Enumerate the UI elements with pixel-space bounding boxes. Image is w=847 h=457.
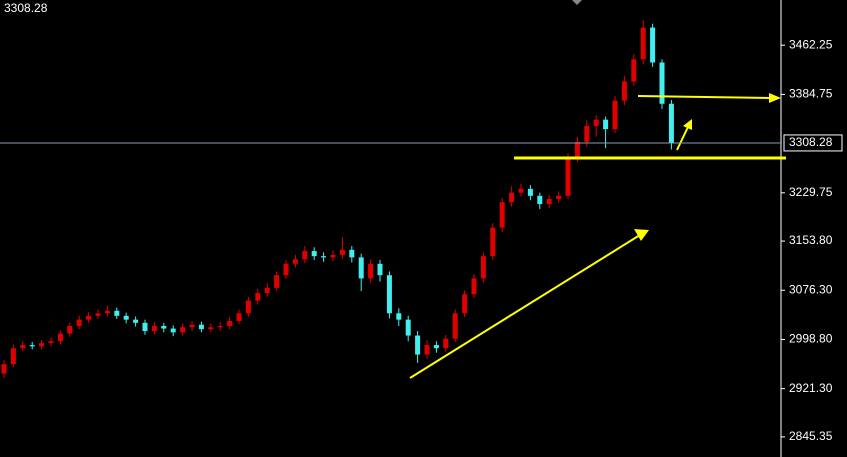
candle-body [396,313,402,320]
y-tick-label: 3229.75 [789,185,833,199]
candle-body [236,313,242,321]
candle-body [86,315,92,320]
y-tick-label: 3076.30 [789,282,833,296]
candle-body [462,294,468,314]
candle-body [180,327,186,333]
candle-body [415,335,421,355]
candle-body [104,310,110,314]
last-price-top: 3308.28 [4,1,48,15]
candle-body [499,202,505,228]
candle-body [274,275,280,288]
candle-body [509,192,515,203]
y-tick-label: 3384.75 [789,87,833,101]
candle-body [283,263,289,276]
candle-body [208,327,214,330]
arrow-head [634,229,649,241]
candle-body [659,62,665,104]
candle-body [123,315,129,320]
candle-body [302,251,308,260]
y-tick-label: 2998.80 [789,332,833,346]
candle-body [621,81,627,101]
candle-body [631,59,637,82]
candle-body [377,263,383,276]
y-tick-label: 2845.35 [789,429,833,443]
candle-body [574,141,580,158]
candle-body [349,249,355,258]
candle-body [358,257,364,279]
candle-body [67,326,73,334]
candle-body [114,310,120,316]
candle-body [255,292,261,301]
candle-body [612,100,618,130]
candle-body [217,326,223,328]
candle-body [480,256,486,279]
last-price-box [783,134,843,152]
candle-body [565,157,571,196]
candle-body [142,322,148,332]
candle-body [76,319,82,327]
candle-body [151,326,157,332]
candle-body [264,287,270,293]
candle-body [386,275,392,314]
y-tick-label: 3462.25 [789,37,833,51]
resistance-arrow-line [637,95,771,99]
candle-body [584,125,590,142]
candle-body [640,27,646,60]
y-tick-label: 2921.30 [789,381,833,395]
candle-body [433,345,439,349]
candle-body [20,345,26,349]
candle-body [292,259,298,264]
candle-body [603,119,609,130]
candle-body [48,341,54,344]
candle-body [368,263,374,279]
candle-body [161,326,167,329]
candle-body [170,328,176,333]
candle-body [1,364,7,374]
candle-body [339,249,345,255]
candle-body [133,319,139,323]
candles [1,19,674,379]
candle-body [650,27,656,63]
candle-body [593,119,599,126]
candle-body [471,278,477,295]
candle-body [39,343,45,347]
candle-body [546,199,552,205]
candle-body [10,348,16,365]
candle-body [321,256,327,258]
candle-body [189,324,195,328]
candle-body [443,338,449,349]
arrow-head [769,93,781,103]
candle-body [227,320,233,327]
candle-body [311,251,317,257]
bounce-arrow-line [676,126,689,151]
annotations [409,93,786,379]
scroll-marker [572,0,582,5]
candle-body [29,345,35,347]
candle-body [95,313,101,316]
candle-body [198,324,204,330]
candle-body [527,188,533,196]
candle-body [668,103,674,143]
candle-body [490,227,496,257]
candle-body [518,188,524,193]
candle-body [405,319,411,336]
candle-body [424,345,430,355]
candle-body [556,195,562,200]
candle-body [57,333,63,342]
arrow-head [683,119,692,130]
last-price-label: 3308.28 [789,135,833,149]
candle-body [452,313,458,339]
candle-body [245,300,251,314]
candle-body [330,254,336,258]
trend-arrow-line [409,234,641,379]
y-tick-label: 3153.80 [789,233,833,247]
candle-body [537,195,543,205]
